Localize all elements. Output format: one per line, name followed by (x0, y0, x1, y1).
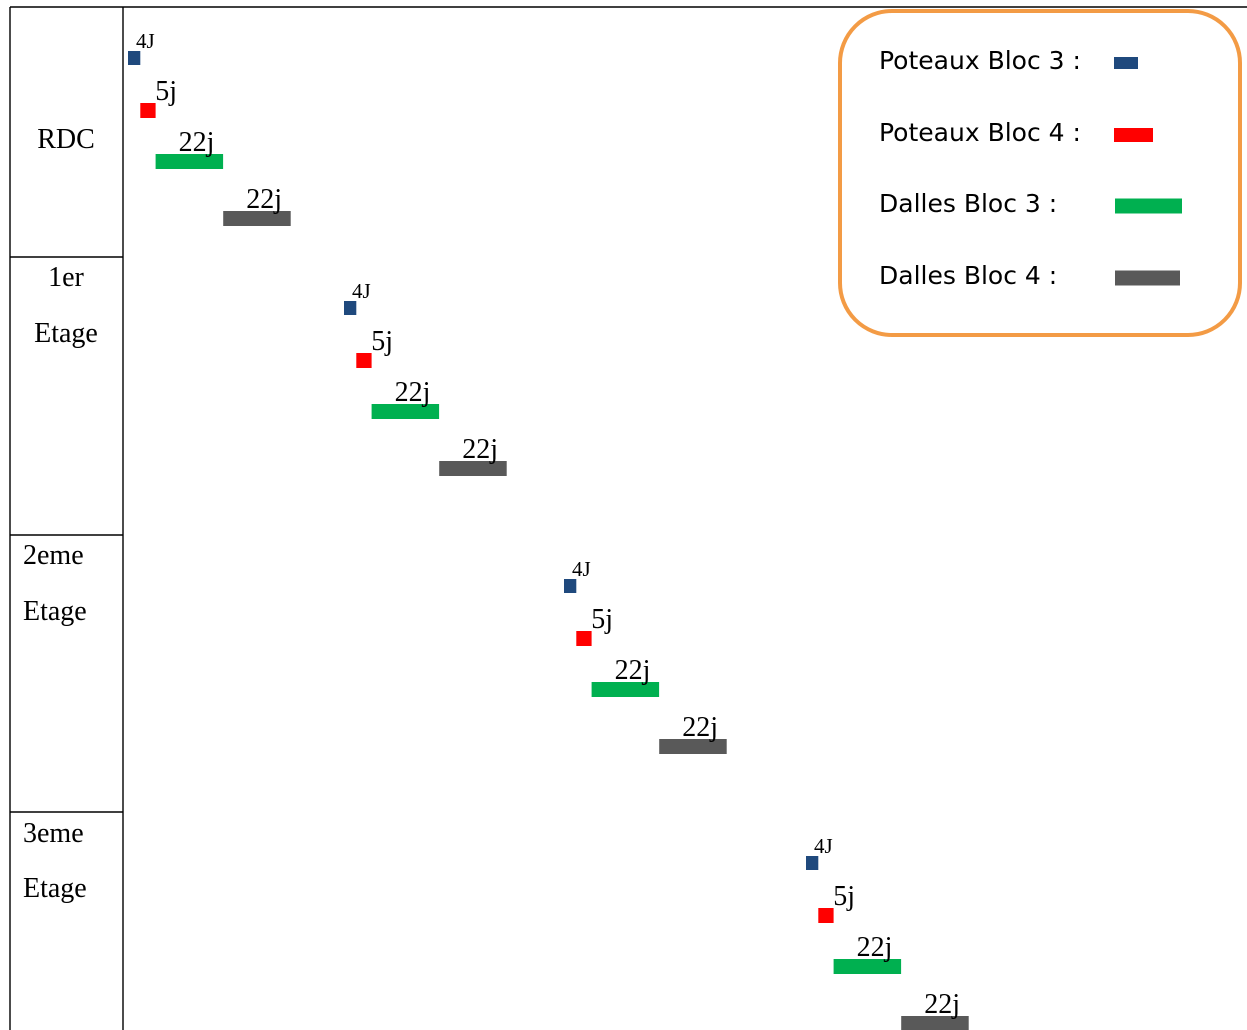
table-grid (9, 6, 1247, 1030)
task-label-poteaux-bloc-3-row-3: 4J (572, 557, 591, 581)
task-label-poteaux-bloc-4-row-2: 5j (371, 326, 393, 357)
task-label-poteaux-bloc-3-row-2: 4J (352, 279, 371, 303)
legend-swatch-poteaux-bloc-4 (1114, 128, 1153, 142)
task-label-dalles-bloc-3-row-4: 22j (857, 932, 893, 963)
legend: Poteaux Bloc 3 : Poteaux Bloc 4 : Dalles B… (838, 9, 1242, 337)
task-bar-poteaux-bloc-3-row-4 (806, 856, 819, 870)
task-bar-dalles-bloc-3-row-2 (371, 404, 440, 419)
floor-2eme-etage-label-line-2: Etage (23, 596, 87, 627)
task-label-dalles-bloc-3-row-2: 22j (395, 377, 431, 408)
task-label-poteaux-bloc-4-row-3: 5j (591, 604, 613, 635)
legend-swatch-poteaux-bloc-3 (1114, 57, 1138, 69)
task-label-poteaux-bloc-4-row-4: 5j (833, 881, 855, 912)
task-bar-dalles-bloc-4-row-3 (659, 739, 727, 754)
legend-label-dalles-bloc-4: Dalles Bloc 4 : (879, 261, 1057, 290)
task-bar-poteaux-bloc-4-row-3 (576, 631, 592, 646)
floor-rdc-label-line-1: RDC (37, 124, 95, 155)
legend-label-dalles-bloc-3: Dalles Bloc 3 : (879, 189, 1057, 218)
task-label-poteaux-bloc-3-row-1: 4J (136, 29, 155, 53)
floor-labels: RDC 1er Etage 2eme Etage 3eme Etage (23, 124, 98, 904)
task-bar-dalles-bloc-4-row-2 (439, 461, 507, 476)
task-bar-poteaux-bloc-4-row-4 (818, 908, 834, 923)
legend-box (838, 9, 1242, 337)
floor-1er-etage-label-line-2: Etage (34, 318, 98, 349)
task-label-poteaux-bloc-3-row-4: 4J (814, 834, 833, 858)
task-bar-poteaux-bloc-3-row-1 (128, 51, 141, 65)
task-bar-poteaux-bloc-4-row-2 (356, 353, 372, 368)
task-bar-poteaux-bloc-3-row-3 (564, 579, 577, 593)
floor-3eme-etage-label-line-1: 3eme (23, 818, 84, 849)
task-bar-dalles-bloc-4-row-4 (901, 1016, 969, 1030)
floor-1er-etage-label-line-1: 1er (48, 262, 84, 293)
task-bar-dalles-bloc-3-row-4 (833, 959, 902, 974)
task-label-dalles-bloc-3-row-1: 22j (179, 127, 215, 158)
task-bar-dalles-bloc-3-row-1 (155, 154, 224, 169)
task-label-dalles-bloc-4-row-2: 22j (462, 434, 498, 465)
task-bar-dalles-bloc-4-row-1 (223, 211, 291, 226)
legend-label-poteaux-bloc-4: Poteaux Bloc 4 : (879, 118, 1081, 147)
task-label-dalles-bloc-3-row-3: 22j (615, 655, 651, 686)
task-bar-poteaux-bloc-3-row-2 (344, 301, 357, 315)
legend-label-poteaux-bloc-3: Poteaux Bloc 3 : (879, 46, 1081, 75)
task-bar-poteaux-bloc-4-row-1 (140, 103, 156, 118)
task-label-dalles-bloc-4-row-1: 22j (246, 184, 282, 215)
task-label-poteaux-bloc-4-row-1: 5j (155, 76, 177, 107)
legend-swatch-dalles-bloc-3 (1115, 198, 1182, 214)
task-label-dalles-bloc-4-row-3: 22j (682, 712, 718, 743)
floor-2eme-etage-label-line-1: 2eme (23, 540, 84, 571)
legend-swatch-dalles-bloc-4 (1115, 270, 1180, 286)
task-label-dalles-bloc-4-row-4: 22j (924, 989, 960, 1020)
task-bar-dalles-bloc-3-row-3 (591, 682, 660, 697)
floor-3eme-etage-label-line-2: Etage (23, 873, 87, 904)
